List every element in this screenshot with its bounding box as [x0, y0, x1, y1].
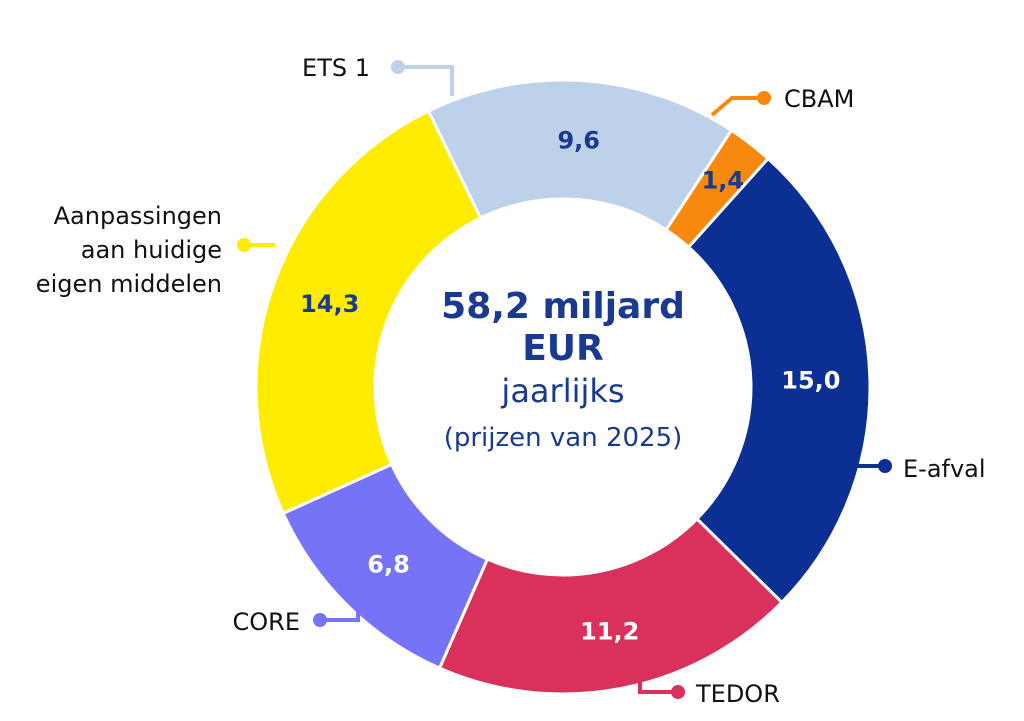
legend-labels: ETS 1 CBAM E-afval TEDOR CORE Aanpassingen aan…: [36, 54, 986, 708]
center-prices-note: (prijzen van 2025): [444, 423, 683, 453]
legend-label-aanpassingen-aan-huidige-eigen-middelen-line-1: Aanpassingen: [54, 202, 222, 230]
leader-dot-cbam: [757, 91, 771, 105]
leader-dot-aanpassingen-aan-huidige-eigen-middelen: [237, 238, 251, 252]
value-label-aanpassingen-aan-huidige-eigen-middelen: 14,3: [300, 290, 359, 318]
slice-aanpassingen-aan-huidige-eigen-middelen: [254, 109, 483, 516]
center-currency: EUR: [522, 328, 604, 369]
legend-label-aanpassingen-aan-huidige-eigen-middelen-line-3: eigen middelen: [36, 270, 222, 298]
value-label-tedor: 11,2: [580, 618, 639, 646]
leader-dot-ets-1: [391, 60, 405, 74]
value-label-cbam: 1,4: [702, 166, 745, 194]
leader-dot-core: [313, 613, 327, 627]
legend-label-aanpassingen-aan-huidige-eigen-middelen-line-2: aan huidige: [81, 236, 222, 264]
value-label-ets-1: 9,6: [557, 127, 600, 155]
slice-e-afval: [686, 156, 872, 605]
leader-lines: [237, 60, 892, 699]
legend-label-e-afval: E-afval: [903, 455, 986, 483]
center-total: 58,2 miljard: [441, 286, 685, 327]
leader-line-ets-1: [398, 65, 454, 96]
value-label-e-afval: 15,0: [781, 366, 840, 394]
legend-label-tedor: TEDOR: [695, 680, 780, 708]
leader-dot-tedor: [671, 685, 685, 699]
leader-dot-e-afval: [878, 459, 892, 473]
value-label-core: 6,8: [367, 550, 410, 578]
leader-line-tedor: [638, 668, 678, 694]
leader-line-cbam: [710, 96, 764, 117]
value-labels: 9,6 1,4 15,0 11,2 6,8 14,3: [300, 127, 840, 646]
slice-tedor: [437, 516, 784, 696]
leader-line-core: [320, 600, 360, 622]
legend-label-ets-1: ETS 1: [302, 54, 370, 82]
center-period: jaarlijks: [500, 372, 624, 410]
legend-label-core: CORE: [233, 608, 301, 636]
center-text: 58,2 miljard EUR jaarlijks (prijzen van …: [441, 286, 685, 453]
legend-label-cbam: CBAM: [784, 85, 854, 113]
donut-slices: [254, 78, 872, 696]
